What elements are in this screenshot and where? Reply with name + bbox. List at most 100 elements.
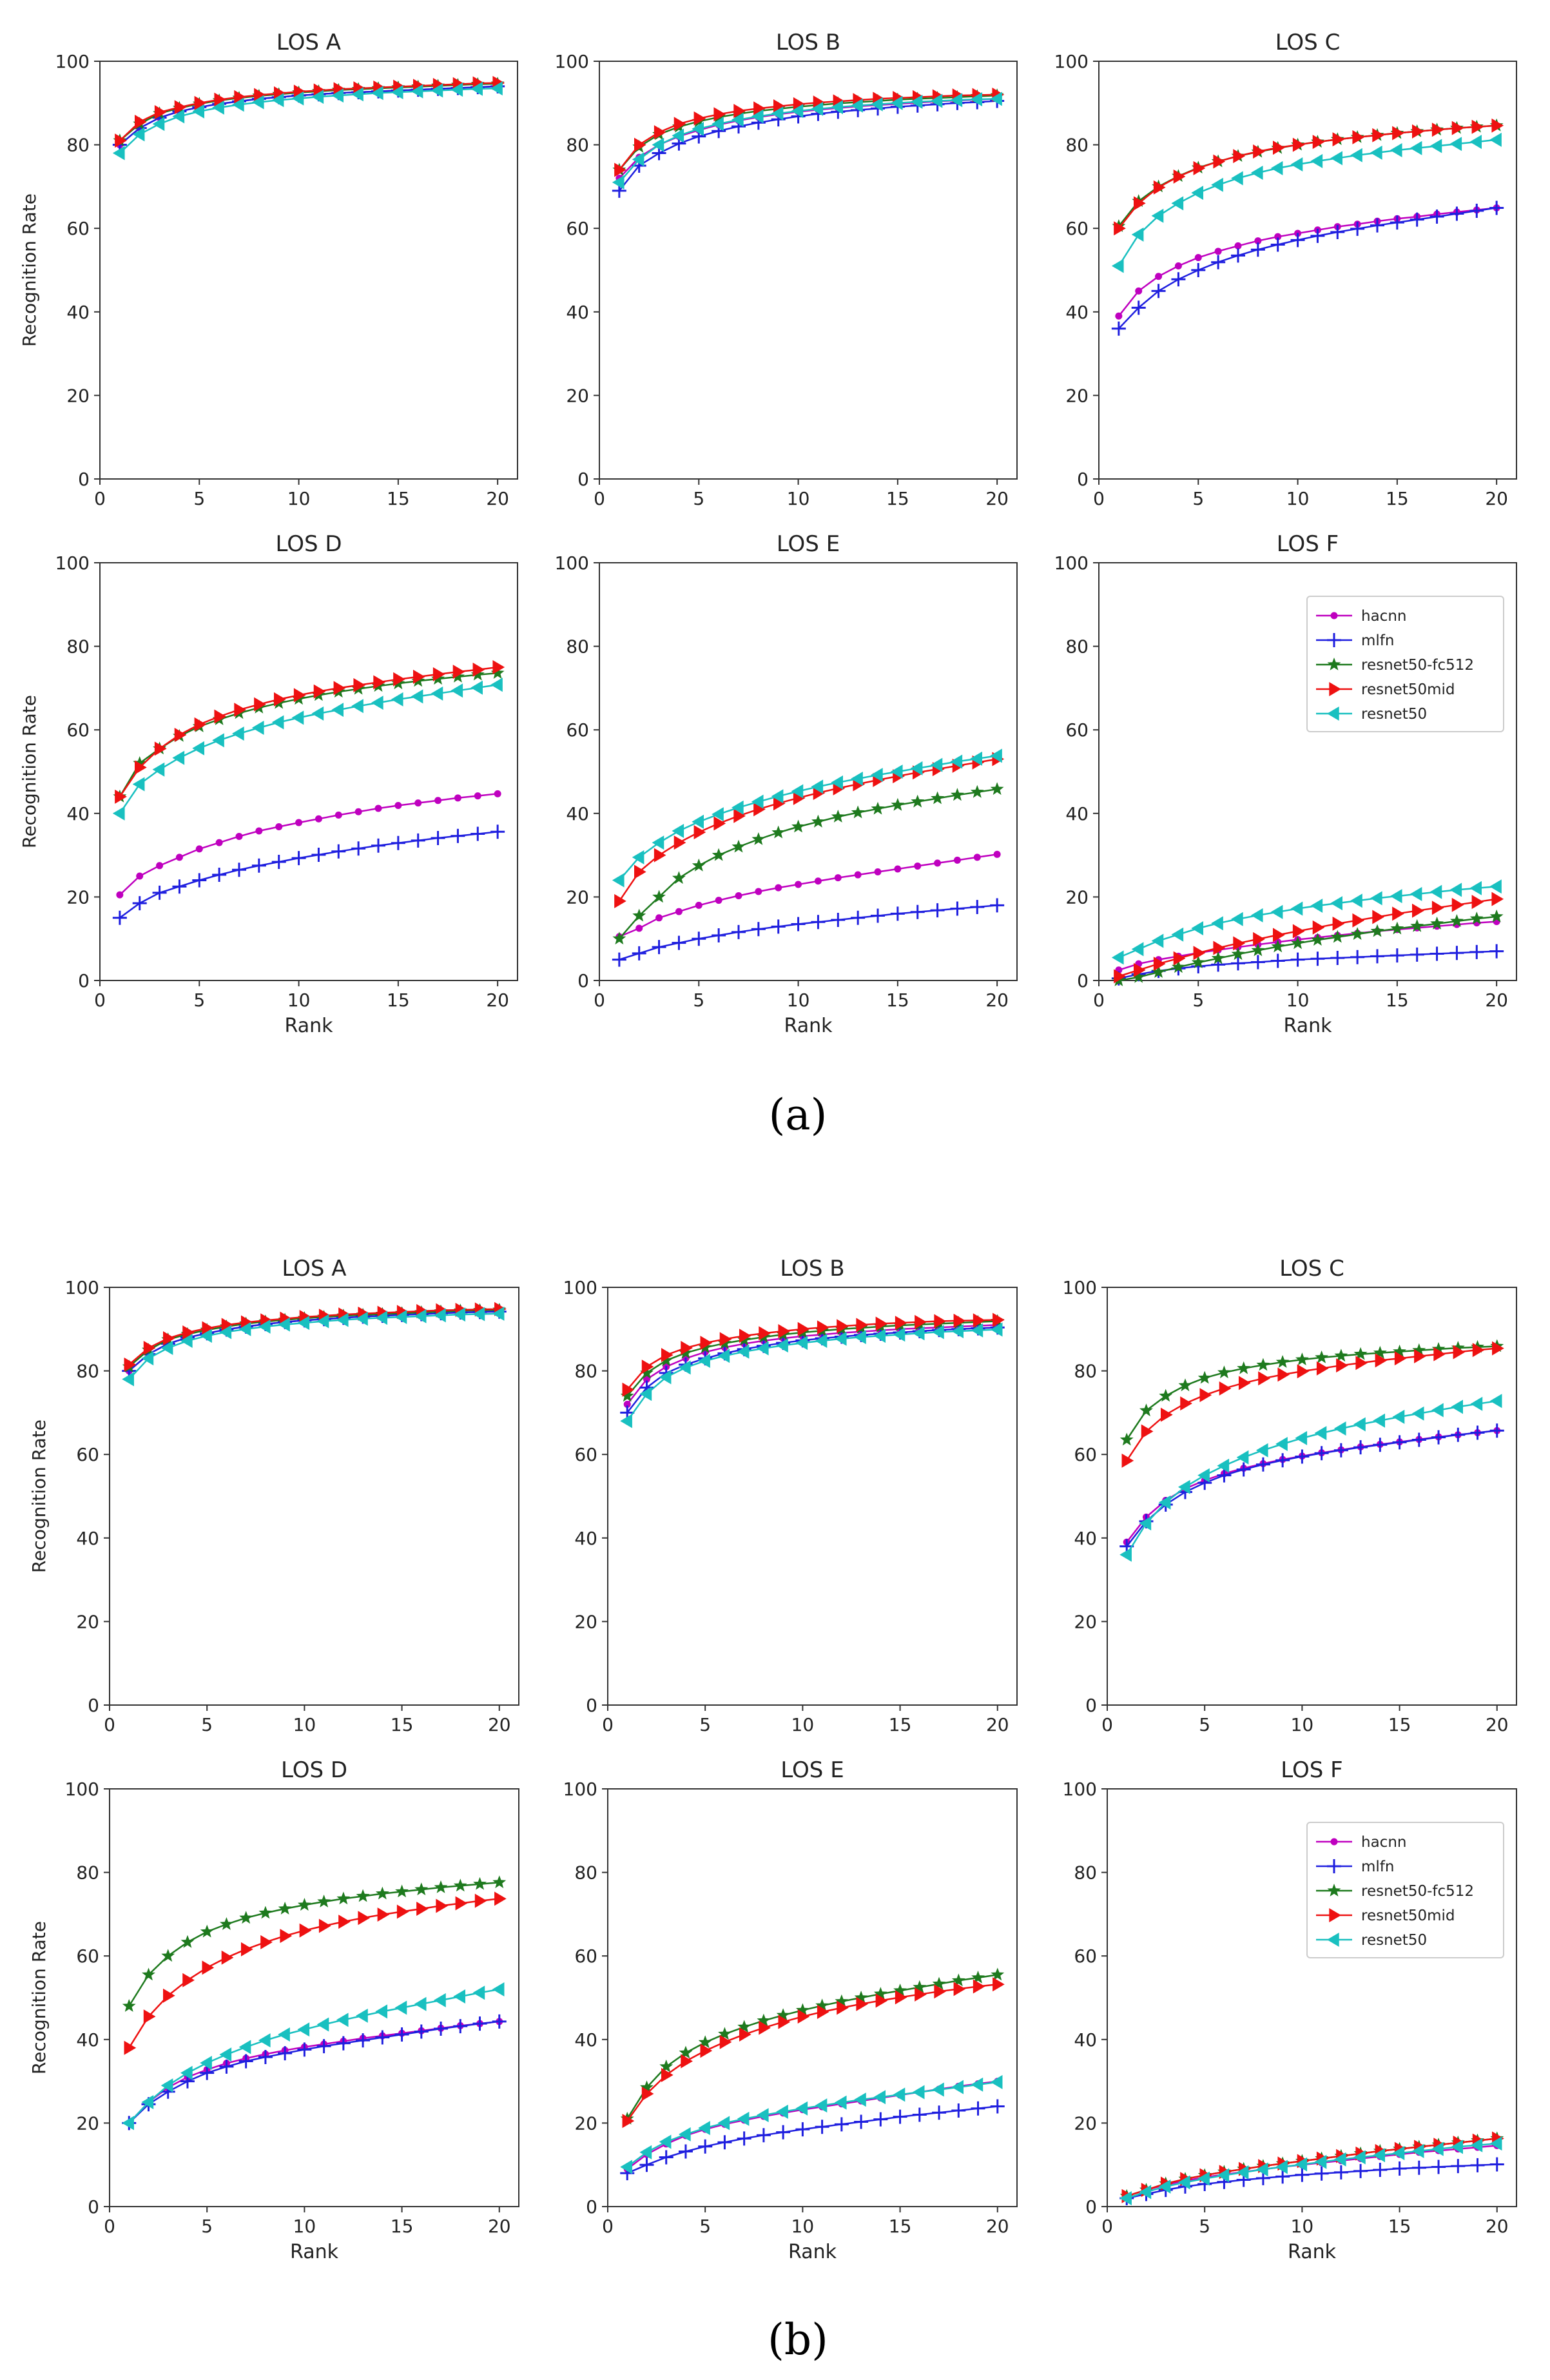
data-point [1330,151,1342,166]
data-point [1111,950,1124,965]
data-point [675,908,683,915]
data-point [112,146,125,161]
y-tick-label: 60 [566,719,589,741]
data-point [659,2150,673,2165]
data-point [1114,969,1126,984]
data-point [712,117,724,132]
x-tick-label: 5 [693,488,704,509]
data-point [1295,1430,1308,1445]
data-point [472,1985,485,2000]
data-point [1489,200,1504,215]
data-point [894,865,902,873]
y-tick-label: 60 [76,1444,99,1465]
data-point [1350,893,1362,908]
data-point [143,2009,156,2024]
data-point [1119,1432,1134,1446]
data-point [1197,2171,1210,2186]
data-point [238,2040,251,2054]
panel-label-a: (a) [769,1090,828,1140]
legend-marker [1329,682,1341,696]
data-point [1295,2167,1310,2182]
data-point [815,2098,828,2113]
legend-marker [1327,1884,1341,1897]
data-point [713,816,726,831]
data-point [182,1973,195,1987]
data-point [1412,1343,1426,1356]
y-tick-label: 20 [76,1611,99,1632]
data-point [731,800,744,815]
data-point [753,802,766,817]
series-resnet50-fc512 [612,782,1004,945]
data-point [759,1326,771,1341]
data-point [751,109,764,124]
data-point [1429,139,1442,153]
data-point [271,93,284,108]
data-point [620,1414,632,1429]
y-axis-label: Recognition Rate [19,695,40,848]
data-point [692,121,704,136]
data-point [1373,1438,1388,1452]
data-point [672,128,684,143]
x-tick-label: 20 [488,1714,511,1735]
data-point [1193,946,1206,961]
chart-panel: LOS F 0 20 40 60 80 100 0 5 10 15 20 Rank hacnn mlfn re… [1054,531,1517,1037]
data-point [890,765,903,779]
data-point [1251,943,1265,957]
data-point [1451,2140,1463,2154]
data-point [735,892,742,899]
data-point [831,100,843,115]
data-point [692,814,704,829]
data-point [693,824,706,839]
data-point [192,873,207,888]
data-point [1310,951,1325,966]
data-point [1270,953,1285,968]
plot-area [1098,61,1517,480]
data-point [143,1340,156,1355]
data-point [756,2108,769,2123]
data-point [970,92,982,106]
data-point [316,2039,331,2054]
chart-title: LOS E [780,1757,844,1783]
data-point [951,2103,966,2118]
legend-label: mlfn [1361,632,1394,649]
data-point [356,2033,371,2048]
data-point [753,101,766,116]
data-point [1333,1443,1348,1458]
data-point [1390,948,1404,963]
data-point [1314,2154,1327,2169]
data-point [712,848,726,861]
data-point [215,839,223,846]
data-point [635,924,643,932]
data-point [890,906,905,921]
data-point [1449,206,1464,221]
data-point [192,741,204,756]
x-tick-label: 15 [391,2216,414,2237]
data-point [274,692,286,707]
data-point [470,680,483,695]
data-point [1336,1358,1348,1373]
y-tick-label: 100 [65,1779,99,1800]
data-point [1370,891,1382,906]
data-point [692,932,706,946]
data-point [293,84,306,99]
data-point [1450,914,1464,927]
data-point [990,2099,1005,2114]
data-point [640,2080,654,2094]
data-point [891,797,905,811]
y-tick-label: 40 [76,2029,99,2051]
y-tick-label: 40 [1065,302,1089,323]
data-point [454,794,461,802]
plot-area [109,1788,519,2207]
data-point [1277,1367,1290,1382]
data-point [692,858,706,872]
chart-title: LOS A [276,30,341,55]
data-point [1451,1341,1465,1354]
legend-label: resnet50-fc512 [1361,1883,1474,1900]
data-point [1449,946,1464,961]
data-point [970,751,982,766]
data-point [1255,1457,1270,1472]
data-point [931,791,944,805]
chart-title: LOS D [281,1757,347,1783]
data-point [180,1935,195,1948]
legend: hacnn mlfn resnet50-fc512 resnet50mid resnet… [1306,596,1504,732]
